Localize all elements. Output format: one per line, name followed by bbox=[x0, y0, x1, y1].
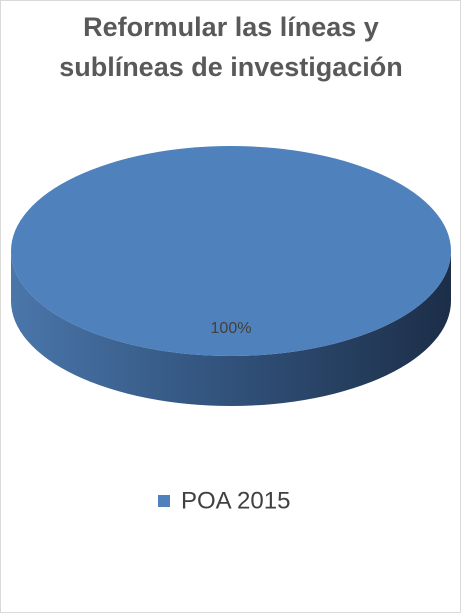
pie-side bbox=[11, 251, 451, 406]
pie-slice bbox=[11, 146, 451, 356]
legend-swatch bbox=[158, 495, 170, 507]
legend-label: POA 2015 bbox=[181, 487, 290, 514]
chart-title: Reformular las líneas y sublíneas de inv… bbox=[59, 12, 403, 82]
data-label: 100% bbox=[211, 320, 252, 337]
